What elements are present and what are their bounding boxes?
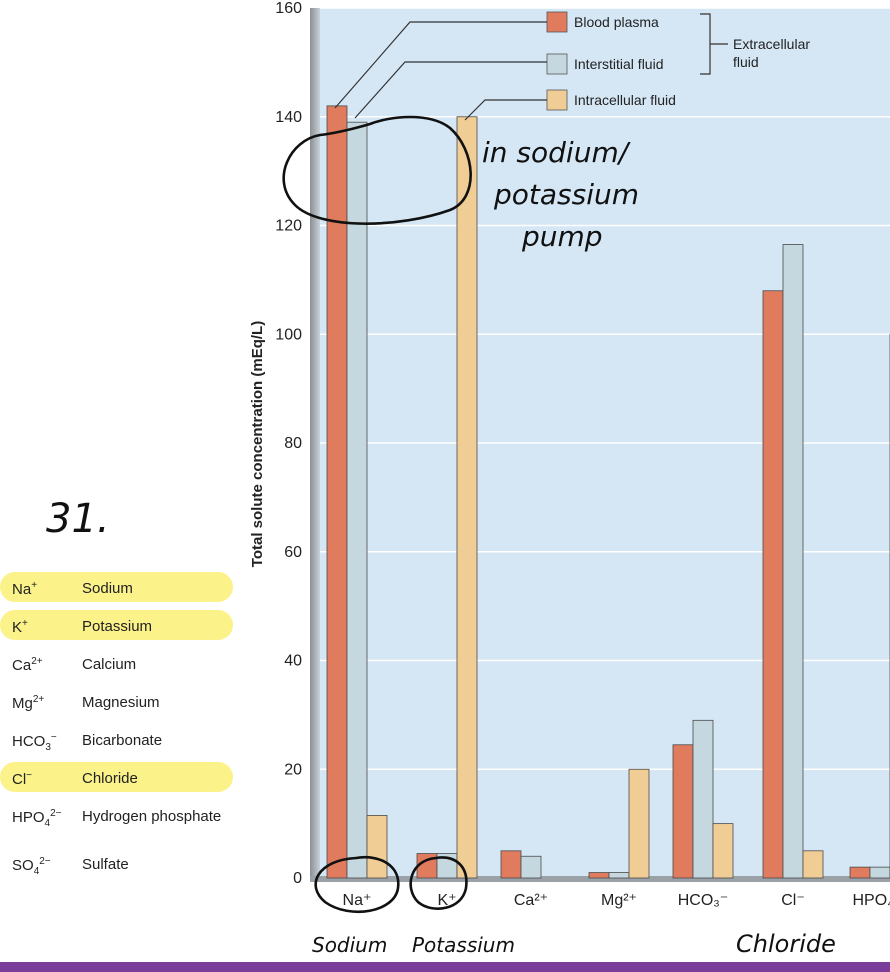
y-tick-label: 20 xyxy=(284,761,302,778)
legend-swatch-intracellular xyxy=(546,89,568,111)
bar-interstitial-fluid-3 xyxy=(608,872,630,879)
x-tick-label: Mg²⁺ xyxy=(601,892,637,909)
handwritten-text: in sodium/ potassium pump 31. Sodium Pot… xyxy=(46,136,836,958)
ion-name: Potassium xyxy=(82,618,153,635)
y-tick-label: 120 xyxy=(275,218,302,235)
hand-note-sodium: Sodium xyxy=(312,933,387,957)
legend-swatch-blood-plasma xyxy=(546,11,568,33)
legend-label-interstitial: Interstitial fluid xyxy=(574,56,663,72)
hand-note-number: 31. xyxy=(46,496,110,542)
leader-interstitial xyxy=(354,61,547,119)
y-axis-wall xyxy=(310,8,320,880)
leader-blood-plasma xyxy=(334,21,547,109)
hand-circle-na-label xyxy=(314,855,400,914)
y-tick-label: 0 xyxy=(293,870,302,887)
bar-blood-plasma-5 xyxy=(762,290,784,879)
gridlines xyxy=(318,7,890,770)
bar-interstitial-fluid-0 xyxy=(346,121,368,879)
x-axis-floor xyxy=(310,876,890,882)
bar-interstitial-fluid-2 xyxy=(520,855,542,879)
highlighter-mark xyxy=(0,572,233,602)
hand-circle-na-bars xyxy=(282,115,472,225)
x-tick-labels: Na⁺K⁺Ca²⁺Mg²⁺HCO₃⁻Cl⁻HPO₄²⁻ xyxy=(343,892,890,909)
highlighter-mark xyxy=(0,610,233,640)
ion-key-row: Cl− Chloride xyxy=(0,762,240,800)
bar-blood-plasma-2 xyxy=(500,850,522,879)
y-tick-label: 80 xyxy=(284,435,302,452)
hand-note-pump-line3: pump xyxy=(521,220,603,253)
legend-label-intracellular: Intracellular fluid xyxy=(574,92,676,108)
y-tick-label: 160 xyxy=(275,0,302,17)
x-tick-label: HCO₃⁻ xyxy=(678,892,729,909)
y-tick-label: 100 xyxy=(275,326,302,343)
bar-intracellular-fluid-4 xyxy=(712,823,734,879)
bar-intracellular-fluid-1 xyxy=(456,116,478,879)
leader-intracellular xyxy=(464,99,547,121)
ion-symbol: HCO3− xyxy=(12,732,57,753)
ion-key: Na+ Sodium K+ Potassium Ca2+ Calcium Mg2+ Magne… xyxy=(0,572,240,886)
ion-key-row: Na+ Sodium xyxy=(0,572,240,610)
ion-symbol: Ca2+ xyxy=(12,656,43,674)
legend-bracket xyxy=(700,13,728,75)
ion-symbol: HPO42− xyxy=(12,808,62,829)
legend: Blood plasma Interstitial fluid Intracel… xyxy=(334,11,810,121)
ion-name: Magnesium xyxy=(82,694,160,711)
ion-symbol: Mg2+ xyxy=(12,694,45,712)
bar-intracellular-fluid-5 xyxy=(802,850,824,879)
hand-note-potassium: Potassium xyxy=(412,933,515,957)
y-axis-label: Total solute concentration (mEq/L) xyxy=(249,321,266,567)
bars xyxy=(326,105,890,879)
ion-name: Hydrogen phosphate xyxy=(82,808,222,825)
bar-blood-plasma-4 xyxy=(672,744,694,879)
bar-interstitial-fluid-5 xyxy=(782,244,804,879)
bar-interstitial-fluid-6 xyxy=(869,866,890,879)
y-tick-labels: 0 20 40 60 80 100 120 140 160 xyxy=(275,0,302,887)
highlighter-mark xyxy=(0,762,233,792)
y-tick-label: 40 xyxy=(284,653,302,670)
x-tick-label: HPO₄²⁻ xyxy=(853,892,890,909)
legend-group-label-line1: Extracellular xyxy=(733,36,810,52)
bar-intracellular-fluid-3 xyxy=(628,768,650,879)
y-tick-label: 140 xyxy=(275,109,302,126)
ion-symbol: Cl− xyxy=(12,770,33,788)
ion-key-row: SO42− Sulfate xyxy=(0,848,240,886)
x-tick-label: Cl⁻ xyxy=(781,892,805,909)
ion-key-row: Ca2+ Calcium xyxy=(0,648,240,686)
ion-key-row: K+ Potassium xyxy=(0,610,240,648)
legend-swatch-interstitial xyxy=(546,53,568,75)
hand-note-pump-line2: potassium xyxy=(493,178,639,211)
ion-symbol: K+ xyxy=(12,618,28,636)
ion-key-row: HCO3− Bicarbonate xyxy=(0,724,240,762)
hand-note-pump-line1: in sodium/ xyxy=(482,136,631,169)
ion-symbol: SO42− xyxy=(12,856,51,877)
hand-circle-k-label xyxy=(409,856,468,910)
ion-key-row: Mg2+ Magnesium xyxy=(0,686,240,724)
x-tick-label: Ca²⁺ xyxy=(514,892,548,909)
ion-name: Chloride xyxy=(82,770,138,787)
ion-name: Sodium xyxy=(82,580,133,597)
legend-group-label-line2: fluid xyxy=(733,54,759,70)
bottom-accent-bar xyxy=(0,962,890,972)
ion-symbol: Na+ xyxy=(12,580,38,598)
legend-label-blood-plasma: Blood plasma xyxy=(574,14,659,30)
ion-name: Sulfate xyxy=(82,856,129,873)
handwritten-annotations xyxy=(282,115,472,914)
ion-name: Calcium xyxy=(82,656,137,673)
ion-name: Bicarbonate xyxy=(82,732,163,749)
x-tick-label: Na⁺ xyxy=(343,892,372,909)
ion-key-row: HPO42− Hydrogen phosphate xyxy=(0,800,240,848)
bar-blood-plasma-3 xyxy=(588,872,610,879)
bar-blood-plasma-6 xyxy=(849,866,871,879)
bar-intracellular-fluid-0 xyxy=(366,815,388,879)
bar-interstitial-fluid-4 xyxy=(692,719,714,879)
hand-note-chloride: Chloride xyxy=(736,930,836,958)
y-tick-label: 60 xyxy=(284,544,302,561)
